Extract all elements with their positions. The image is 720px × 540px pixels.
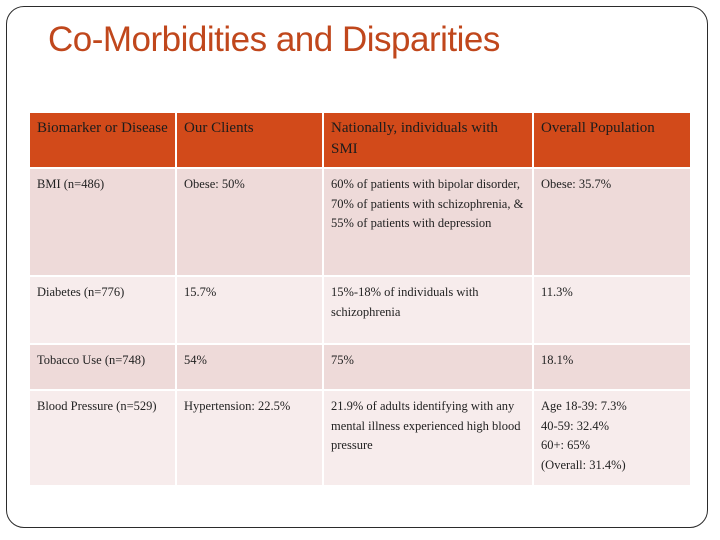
cell-nationally-smi: 60% of patients with bipolar disorder, 7…: [323, 168, 534, 277]
table-row: Blood Pressure (n=529) Hypertension: 22.…: [30, 390, 690, 487]
cell-our-clients: 15.7%: [176, 276, 324, 345]
comorbidity-table: Biomarker or Disease Our Clients Nationa…: [30, 113, 690, 487]
cell-nationally-smi: 15%-18% of individuals with schizophreni…: [323, 276, 534, 345]
cell-our-clients: 54%: [176, 344, 324, 391]
cell-nationally-smi: 21.9% of adults identifying with any men…: [323, 390, 534, 487]
header-biomarker: Biomarker or Disease: [30, 113, 177, 169]
cell-overall-population: 18.1%: [533, 344, 690, 391]
header-overall-population: Overall Population: [533, 113, 690, 169]
slide-frame: [6, 6, 708, 528]
cell-our-clients: Hypertension: 22.5%: [176, 390, 324, 487]
table-row: BMI (n=486) Obese: 50% 60% of patients w…: [30, 168, 690, 277]
table-header-row: Biomarker or Disease Our Clients Nationa…: [30, 113, 690, 169]
cell-nationally-smi: 75%: [323, 344, 534, 391]
cell-biomarker: BMI (n=486): [30, 168, 177, 277]
header-nationally-smi: Nationally, individuals with SMI: [323, 113, 534, 169]
cell-overall-population: Obese: 35.7%: [533, 168, 690, 277]
table-row: Diabetes (n=776) 15.7% 15%-18% of indivi…: [30, 276, 690, 345]
cell-biomarker: Diabetes (n=776): [30, 276, 177, 345]
cell-overall-population: Age 18-39: 7.3% 40-59: 32.4% 60+: 65% (O…: [533, 390, 690, 487]
table-row: Tobacco Use (n=748) 54% 75% 18.1%: [30, 344, 690, 391]
cell-overall-population: 11.3%: [533, 276, 690, 345]
cell-biomarker: Blood Pressure (n=529): [30, 390, 177, 487]
slide-title: Co-Morbidities and Disparities: [48, 20, 500, 59]
header-our-clients: Our Clients: [176, 113, 324, 169]
cell-our-clients: Obese: 50%: [176, 168, 324, 277]
cell-biomarker: Tobacco Use (n=748): [30, 344, 177, 391]
